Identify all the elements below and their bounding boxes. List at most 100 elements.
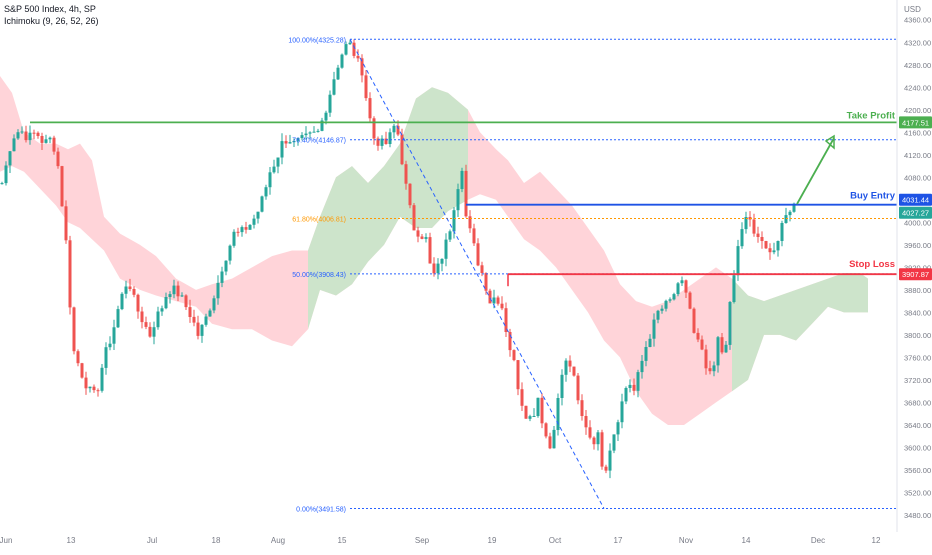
current-price-tag: 4027.27 (902, 209, 929, 218)
candle-body (144, 322, 148, 327)
y-tick-label: 3960.00 (904, 241, 931, 250)
candle-body (72, 307, 76, 352)
y-tick-label: 4240.00 (904, 83, 931, 92)
x-tick-label: 15 (338, 536, 347, 545)
candle-body (224, 260, 228, 272)
buy-entry-price-tag: 4031.44 (902, 196, 929, 205)
candle-body (788, 211, 792, 216)
candle-body (124, 286, 128, 294)
candle-body (284, 141, 288, 144)
candle-body (268, 172, 272, 188)
x-tick-label: 18 (212, 536, 221, 545)
fib-level-label: 76.40%(4146.87) (292, 138, 346, 145)
candle-body (664, 300, 668, 309)
candle-body (724, 344, 728, 353)
candle-body (336, 67, 340, 80)
candle-body (432, 263, 436, 274)
candle-body (648, 338, 652, 347)
candle-body (596, 432, 600, 445)
candle-body (404, 164, 408, 184)
candle-body (608, 450, 612, 471)
y-tick-label: 4200.00 (904, 106, 931, 115)
candle-body (380, 138, 384, 146)
candle-body (240, 227, 244, 233)
candle-body (448, 231, 452, 240)
candle-body (256, 211, 260, 219)
candle-body (172, 285, 176, 295)
candle-body (12, 138, 16, 152)
candle-body (148, 326, 152, 337)
candle-body (712, 365, 716, 372)
candle-body (16, 132, 20, 139)
candle-body (780, 223, 784, 241)
candles (0, 39, 796, 479)
candle-body (372, 118, 376, 139)
candle-body (228, 245, 232, 261)
candle-body (156, 311, 160, 328)
candle-body (504, 308, 508, 332)
candle-body (728, 302, 732, 345)
candle-body (232, 231, 236, 246)
y-tick-label: 4160.00 (904, 128, 931, 137)
candle-body (772, 250, 776, 253)
candle-body (180, 295, 184, 297)
candle-body (248, 224, 252, 230)
candle-body (536, 397, 540, 416)
candle-body (280, 141, 284, 158)
candle-body (580, 400, 584, 416)
candle-body (720, 337, 724, 353)
fib-level-label: 0.00%(3491.58) (296, 507, 346, 514)
candle-body (356, 55, 360, 59)
candle-body (428, 237, 432, 264)
candle-body (64, 206, 68, 241)
candle-body (8, 151, 12, 166)
candle-body (564, 360, 568, 375)
candle-body (776, 241, 780, 251)
candle-body (472, 228, 476, 244)
candle-body (480, 265, 484, 273)
candle-body (756, 233, 760, 237)
candle-body (552, 429, 556, 449)
candle-body (376, 138, 380, 146)
candle-body (104, 347, 108, 368)
candle-body (644, 347, 648, 361)
fib-trend-line (349, 39, 605, 509)
candle-body (28, 132, 32, 141)
candle-body (620, 401, 624, 423)
y-tick-label: 4320.00 (904, 38, 931, 47)
candle-body (516, 360, 520, 390)
candle-body (348, 42, 352, 45)
y-tick-label: 3680.00 (904, 398, 931, 407)
candle-body (272, 166, 276, 173)
candle-body (40, 136, 44, 143)
stop-loss-price-tag: 3907.87 (902, 270, 929, 279)
y-tick-label: 4120.00 (904, 151, 931, 160)
candle-body (416, 230, 420, 237)
candle-body (244, 227, 248, 230)
x-tick-label: Nov (679, 536, 693, 545)
candle-body (168, 294, 172, 297)
ichimoku-cloud (0, 76, 868, 425)
candle-body (216, 282, 220, 299)
candle-body (108, 343, 112, 348)
candle-body (484, 273, 488, 291)
candle-body (616, 422, 620, 435)
candle-body (500, 303, 504, 309)
candle-body (396, 125, 400, 135)
candle-body (704, 349, 708, 369)
target-arrow-head (824, 134, 835, 150)
candle-body (296, 138, 300, 141)
x-tick-label: Jul (147, 536, 157, 545)
candle-body (192, 316, 196, 323)
candle-body (636, 372, 640, 391)
candle-body (508, 332, 512, 351)
candle-body (208, 310, 212, 317)
candle-body (200, 324, 204, 336)
buy-entry-label: Buy Entry (850, 191, 896, 202)
chart-header: S&P 500 Index, 4h, SP Ichimoku (9, 26, 5… (4, 3, 99, 27)
candle-body (436, 263, 440, 274)
candle-body (136, 294, 140, 312)
currency-label: USD (904, 5, 921, 14)
